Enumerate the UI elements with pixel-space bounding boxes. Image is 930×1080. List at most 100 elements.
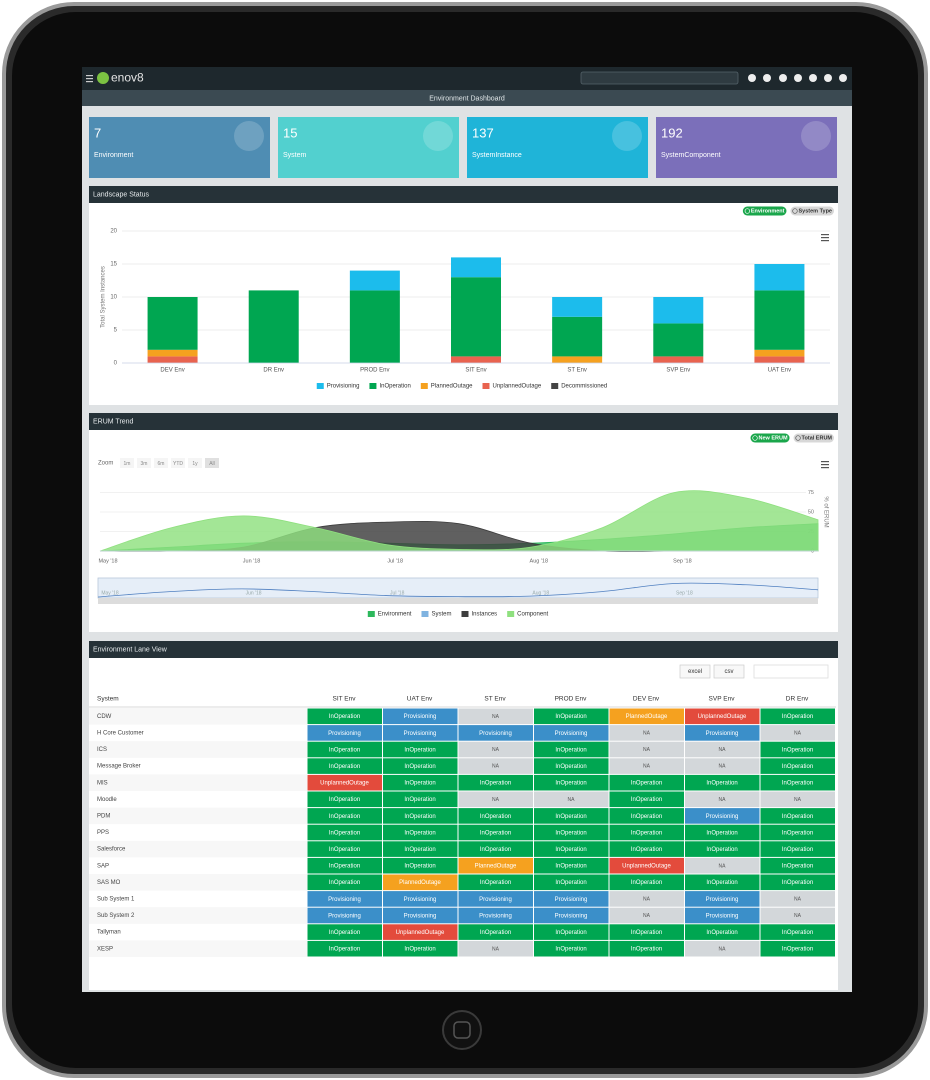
status-cell[interactable] xyxy=(458,841,534,857)
status-cell[interactable] xyxy=(383,758,458,774)
status-cell[interactable] xyxy=(534,924,609,940)
status-cell[interactable] xyxy=(760,774,836,791)
status-cell[interactable] xyxy=(609,857,685,874)
status-cell[interactable] xyxy=(609,725,685,741)
status-cell[interactable] xyxy=(383,924,458,940)
status-cell[interactable] xyxy=(307,841,383,857)
status-cell[interactable] xyxy=(383,874,458,891)
legend-swatch[interactable] xyxy=(507,611,515,617)
status-cell[interactable] xyxy=(383,857,458,874)
summary-card[interactable] xyxy=(278,117,459,178)
status-cell[interactable] xyxy=(458,791,534,808)
status-cell[interactable] xyxy=(685,940,760,957)
status-cell[interactable] xyxy=(685,841,760,857)
status-cell[interactable] xyxy=(458,824,534,841)
status-cell[interactable] xyxy=(534,891,609,907)
legend-swatch[interactable] xyxy=(551,383,559,389)
status-cell[interactable] xyxy=(458,874,534,891)
status-cell[interactable] xyxy=(383,708,458,725)
status-cell[interactable] xyxy=(760,758,836,774)
status-cell[interactable] xyxy=(534,741,609,758)
status-cell[interactable] xyxy=(760,725,836,741)
status-cell[interactable] xyxy=(458,725,534,741)
zoom-button[interactable] xyxy=(120,458,134,468)
legend-swatch[interactable] xyxy=(420,383,428,389)
status-cell[interactable] xyxy=(609,758,685,774)
status-cell[interactable] xyxy=(760,808,836,824)
status-cell[interactable] xyxy=(307,824,383,841)
status-cell[interactable] xyxy=(760,841,836,857)
status-cell[interactable] xyxy=(609,940,685,957)
legend-swatch[interactable] xyxy=(367,611,375,617)
export-button[interactable] xyxy=(679,664,711,679)
zoom-button[interactable] xyxy=(205,458,219,468)
search-box[interactable] xyxy=(580,71,739,85)
legend-swatch[interactable] xyxy=(369,383,377,389)
menu-icon[interactable] xyxy=(86,75,93,83)
status-cell[interactable] xyxy=(685,808,760,824)
icon[interactable] xyxy=(824,74,832,82)
status-cell[interactable] xyxy=(685,824,760,841)
status-cell[interactable] xyxy=(307,857,383,874)
toggle[interactable] xyxy=(793,433,834,443)
status-cell[interactable] xyxy=(383,824,458,841)
status-cell[interactable] xyxy=(383,940,458,957)
navigator-scrollbar[interactable] xyxy=(98,598,818,604)
status-cell[interactable] xyxy=(534,725,609,741)
status-cell[interactable] xyxy=(307,907,383,924)
status-cell[interactable] xyxy=(534,758,609,774)
legend-swatch[interactable] xyxy=(482,383,490,389)
status-cell[interactable] xyxy=(760,874,836,891)
status-cell[interactable] xyxy=(383,791,458,808)
status-cell[interactable] xyxy=(685,708,760,725)
status-cell[interactable] xyxy=(609,708,685,725)
status-cell[interactable] xyxy=(534,808,609,824)
hamburger-menu[interactable] xyxy=(821,234,829,242)
status-cell[interactable] xyxy=(609,774,685,791)
status-cell[interactable] xyxy=(383,774,458,791)
status-cell[interactable] xyxy=(760,940,836,957)
status-cell[interactable] xyxy=(383,741,458,758)
toggle[interactable] xyxy=(790,206,834,216)
icon[interactable] xyxy=(763,74,771,82)
status-cell[interactable] xyxy=(307,708,383,725)
icon[interactable] xyxy=(809,74,817,82)
status-cell[interactable] xyxy=(307,774,383,791)
status-cell[interactable] xyxy=(307,808,383,824)
status-cell[interactable] xyxy=(458,924,534,940)
status-cell[interactable] xyxy=(685,791,760,808)
status-cell[interactable] xyxy=(685,758,760,774)
status-cell[interactable] xyxy=(609,808,685,824)
icon[interactable] xyxy=(748,74,756,82)
status-cell[interactable] xyxy=(383,891,458,907)
status-cell[interactable] xyxy=(609,841,685,857)
toggle[interactable] xyxy=(742,206,787,216)
status-cell[interactable] xyxy=(609,891,685,907)
status-cell[interactable] xyxy=(307,725,383,741)
status-cell[interactable] xyxy=(685,924,760,940)
status-cell[interactable] xyxy=(760,857,836,874)
status-cell[interactable] xyxy=(534,824,609,841)
status-cell[interactable] xyxy=(383,725,458,741)
status-cell[interactable] xyxy=(458,907,534,924)
status-cell[interactable] xyxy=(534,940,609,957)
status-cell[interactable] xyxy=(534,841,609,857)
status-cell[interactable] xyxy=(383,808,458,824)
status-cell[interactable] xyxy=(307,741,383,758)
status-cell[interactable] xyxy=(307,940,383,957)
status-cell[interactable] xyxy=(760,791,836,808)
status-cell[interactable] xyxy=(685,907,760,924)
status-cell[interactable] xyxy=(458,891,534,907)
summary-card[interactable] xyxy=(656,117,837,178)
status-cell[interactable] xyxy=(458,708,534,725)
status-cell[interactable] xyxy=(534,791,609,808)
status-cell[interactable] xyxy=(685,725,760,741)
icon[interactable] xyxy=(794,74,802,82)
status-cell[interactable] xyxy=(609,824,685,841)
status-cell[interactable] xyxy=(307,758,383,774)
status-cell[interactable] xyxy=(307,891,383,907)
status-cell[interactable] xyxy=(307,874,383,891)
export-button[interactable] xyxy=(713,664,745,679)
legend-swatch[interactable] xyxy=(421,611,429,617)
status-cell[interactable] xyxy=(760,907,836,924)
